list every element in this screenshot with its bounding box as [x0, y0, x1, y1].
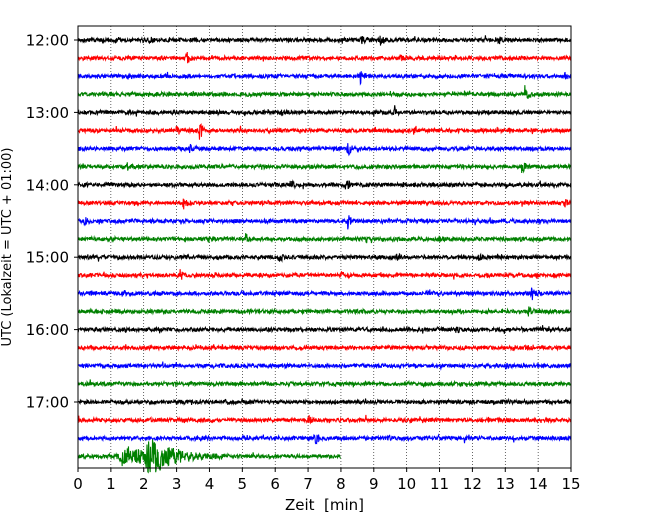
x-tick-label-8: 8	[336, 475, 346, 493]
x-tick-label-15: 15	[561, 475, 580, 493]
trace-1430	[77, 215, 572, 230]
trace-1730	[77, 433, 572, 445]
trace-1400	[77, 179, 572, 190]
trace-1315	[77, 123, 572, 140]
x-tick-label-14: 14	[529, 475, 548, 493]
x-tick-label-10: 10	[397, 475, 416, 493]
y-tick-label-14:00: 14:00	[26, 176, 69, 194]
x-axis: 0 1 2 3 4 5 6 7 8 9 10 11 12 13 14 15	[73, 468, 581, 493]
trace-1245	[77, 85, 572, 99]
x-tick-label-13: 13	[496, 475, 515, 493]
trace-1600	[77, 325, 572, 334]
trace-1615	[77, 343, 572, 352]
trace-1345	[77, 162, 572, 174]
trace-1630	[77, 361, 572, 371]
trace-1445	[77, 233, 572, 244]
y-tick-label-13:00: 13:00	[26, 104, 69, 122]
y-axis: 12:00 13:00 14:00 15:00 16:00 17:00	[26, 32, 78, 412]
trace-group	[77, 35, 572, 474]
y-tick-label-16:00: 16:00	[26, 321, 69, 339]
x-tick-label-7: 7	[303, 475, 313, 493]
x-tick-label-1: 1	[106, 475, 116, 493]
y-axis-label: UTC (Lokalzeit = UTC + 01:00)	[0, 148, 15, 347]
x-axis-label: Zeit [min]	[285, 496, 364, 514]
plot-frame	[77, 25, 572, 469]
x-tick-label-3: 3	[172, 475, 182, 493]
trace-1700	[77, 397, 572, 407]
x-tick-label-12: 12	[463, 475, 482, 493]
x-tick-label-2: 2	[139, 475, 149, 493]
trace-1515	[77, 269, 572, 280]
trace-1530	[77, 287, 572, 301]
x-tick-label-11: 11	[430, 475, 449, 493]
trace-1745	[77, 439, 341, 474]
trace-1330	[77, 143, 572, 157]
y-tick-label-12:00: 12:00	[26, 32, 69, 50]
x-tick-label-5: 5	[238, 475, 248, 493]
trace-1300	[77, 105, 572, 117]
trace-1215	[77, 52, 572, 64]
x-tick-label-0: 0	[73, 475, 83, 493]
trace-1645	[77, 379, 572, 389]
trace-1500	[77, 252, 572, 263]
trace-1200	[77, 35, 572, 46]
x-tick-label-9: 9	[369, 475, 379, 493]
y-tick-label-15:00: 15:00	[26, 249, 69, 267]
y-tick-label-17:00: 17:00	[26, 394, 69, 412]
trace-1230	[77, 71, 572, 86]
trace-1545	[77, 306, 572, 317]
x-tick-label-6: 6	[270, 475, 280, 493]
x-tick-label-4: 4	[205, 475, 215, 493]
trace-1415	[77, 198, 572, 210]
trace-1715	[77, 414, 572, 425]
